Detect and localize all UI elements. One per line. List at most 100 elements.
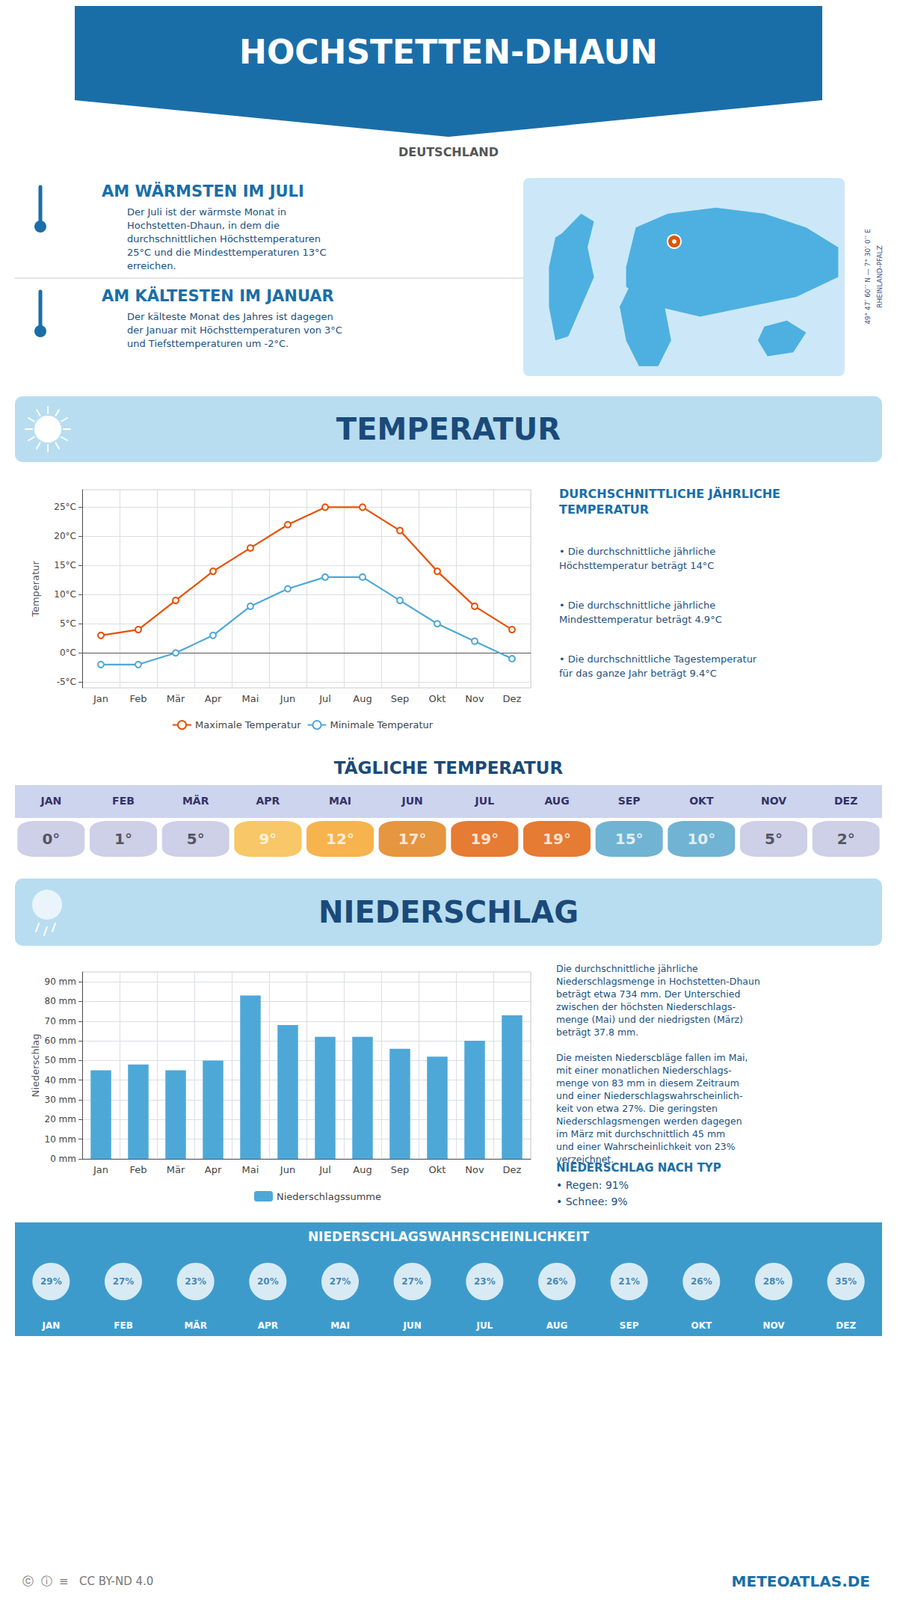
svg-text:DURCHSCHNITTLICHE JÄHRLICHE: DURCHSCHNITTLICHE JÄHRLICHE bbox=[559, 486, 781, 501]
svg-text:zwischen der höchsten Niedersc: zwischen der höchsten Niederschlags- bbox=[556, 1000, 736, 1013]
svg-text:29%: 29% bbox=[40, 1275, 63, 1287]
svg-text:TÄGLICHE TEMPERATUR: TÄGLICHE TEMPERATUR bbox=[334, 757, 564, 778]
svg-text:NIEDERSCHLAG: NIEDERSCHLAG bbox=[318, 894, 579, 930]
svg-text:Okt: Okt bbox=[429, 1163, 447, 1176]
svg-text:beträgt etwa 734 mm. Der Unter: beträgt etwa 734 mm. Der Unterschied bbox=[556, 988, 741, 1000]
svg-text:-5°C: -5°C bbox=[56, 676, 77, 687]
svg-text:DEZ: DEZ bbox=[835, 1320, 856, 1331]
svg-text:Mai: Mai bbox=[242, 692, 260, 705]
svg-text:5°: 5° bbox=[764, 829, 783, 848]
svg-text:26%: 26% bbox=[690, 1275, 713, 1287]
svg-text:MÄR: MÄR bbox=[182, 794, 210, 807]
svg-text:TEMPERATUR: TEMPERATUR bbox=[559, 502, 649, 517]
svg-text:15°C: 15°C bbox=[53, 559, 77, 571]
svg-text:19°: 19° bbox=[542, 829, 572, 848]
svg-text:0°: 0° bbox=[41, 829, 60, 848]
svg-text:MAI: MAI bbox=[330, 1320, 350, 1331]
svg-text:AM WÄRMSTEN IM JULI: AM WÄRMSTEN IM JULI bbox=[101, 181, 305, 201]
svg-text:AUG: AUG bbox=[546, 1320, 569, 1331]
svg-text:SEP: SEP bbox=[619, 1320, 640, 1331]
svg-text:5°C: 5°C bbox=[59, 618, 77, 629]
svg-text:DEUTSCHLAND: DEUTSCHLAND bbox=[398, 145, 499, 160]
svg-text:• Die durchschnittliche jährli: • Die durchschnittliche jährliche bbox=[559, 599, 716, 611]
svg-text:im März mit durchschnittlich 4: im März mit durchschnittlich 45 mm bbox=[556, 1127, 726, 1140]
svg-text:1°: 1° bbox=[114, 829, 133, 848]
svg-text:Jan: Jan bbox=[92, 1163, 109, 1176]
svg-text:20°C: 20°C bbox=[53, 530, 77, 542]
svg-text:und einer Niederschlagswahrsch: und einer Niederschlagswahrscheinlich- bbox=[556, 1089, 743, 1102]
svg-text:30 mm: 30 mm bbox=[44, 1094, 77, 1105]
svg-text:Mai: Mai bbox=[242, 1163, 260, 1176]
svg-text:23%: 23% bbox=[184, 1275, 207, 1287]
svg-text:JUL: JUL bbox=[474, 794, 495, 807]
svg-text:NIEDERSCHLAG NACH TYP: NIEDERSCHLAG NACH TYP bbox=[556, 1160, 722, 1175]
svg-text:Niederschlagssumme: Niederschlagssumme bbox=[276, 1190, 382, 1202]
svg-text:28%: 28% bbox=[763, 1275, 785, 1287]
svg-text:0 mm: 0 mm bbox=[50, 1153, 77, 1164]
svg-text:70 mm: 70 mm bbox=[44, 1015, 77, 1027]
svg-text:• Die durchschnittliche jährli: • Die durchschnittliche jährliche bbox=[559, 545, 716, 557]
svg-text:Apr: Apr bbox=[204, 1163, 223, 1176]
svg-text:beträgt 37.8 mm.: beträgt 37.8 mm. bbox=[556, 1026, 639, 1038]
svg-text:17°: 17° bbox=[398, 829, 427, 848]
svg-text:Hochstetten-Dhaun, in dem die: Hochstetten-Dhaun, in dem die bbox=[127, 219, 280, 231]
svg-text:Sep: Sep bbox=[390, 692, 410, 705]
svg-text:25°C: 25°C bbox=[53, 501, 77, 513]
svg-text:20 mm: 20 mm bbox=[44, 1113, 77, 1125]
svg-text:27%: 27% bbox=[329, 1275, 352, 1287]
svg-text:AUG: AUG bbox=[544, 794, 569, 807]
svg-text:NIEDERSCHLAGSWAHRSCHEINLICHKEI: NIEDERSCHLAGSWAHRSCHEINLICHKEIT bbox=[307, 1228, 590, 1244]
svg-text:Nov: Nov bbox=[464, 1163, 485, 1176]
svg-text:Die durchschnittliche jährlich: Die durchschnittliche jährliche bbox=[556, 962, 699, 974]
svg-text:Mär: Mär bbox=[166, 1163, 186, 1176]
svg-text:12°: 12° bbox=[325, 829, 355, 848]
svg-text:80 mm: 80 mm bbox=[44, 995, 77, 1007]
svg-text:Höchsttemperatur beträgt 14°C: Höchsttemperatur beträgt 14°C bbox=[559, 559, 714, 572]
svg-text:OKT: OKT bbox=[689, 794, 714, 807]
svg-text:Die meisten Niederscbläge fall: Die meisten Niederscbläge fallen im Mai, bbox=[556, 1051, 749, 1063]
svg-text:Jul: Jul bbox=[318, 692, 332, 705]
svg-text:Feb: Feb bbox=[129, 692, 147, 705]
svg-text:Okt: Okt bbox=[429, 692, 447, 705]
svg-text:60 mm: 60 mm bbox=[44, 1035, 77, 1046]
svg-text:DEZ: DEZ bbox=[834, 794, 858, 807]
svg-text:OKT: OKT bbox=[690, 1320, 713, 1331]
svg-text:• Die durchschnittliche Tagest: • Die durchschnittliche Tagestemperatur bbox=[559, 653, 758, 665]
svg-text:• Schnee: 9%: • Schnee: 9% bbox=[556, 1195, 628, 1208]
svg-text:APR: APR bbox=[255, 794, 280, 807]
svg-text:AM KÄLTESTEN IM JANUAR: AM KÄLTESTEN IM JANUAR bbox=[101, 286, 335, 305]
svg-text:23%: 23% bbox=[473, 1275, 496, 1287]
svg-text:keit von etwa 27%. Die gerings: keit von etwa 27%. Die geringsten bbox=[556, 1102, 718, 1114]
svg-text:Maximale Temperatur: Maximale Temperatur bbox=[195, 719, 302, 731]
svg-text:40 mm: 40 mm bbox=[44, 1074, 77, 1086]
svg-text:Jun: Jun bbox=[279, 1163, 296, 1176]
svg-text:JAN: JAN bbox=[41, 1320, 60, 1331]
svg-text:JUN: JUN bbox=[401, 794, 424, 807]
svg-text:Feb: Feb bbox=[129, 1163, 147, 1176]
svg-text:2°: 2° bbox=[837, 829, 856, 848]
svg-text:FEB: FEB bbox=[113, 1320, 134, 1331]
svg-text:und einer Wahrscheinlichkeit v: und einer Wahrscheinlichkeit von 23% bbox=[556, 1140, 736, 1152]
svg-text:NOV: NOV bbox=[762, 1320, 785, 1331]
svg-text:9°: 9° bbox=[258, 829, 277, 848]
svg-text:Mär: Mär bbox=[166, 692, 186, 705]
svg-text:mit einer monatlichen Niedersc: mit einer monatlichen Niederschlags- bbox=[556, 1064, 732, 1076]
svg-text:Der Juli ist der wärmste Monat: Der Juli ist der wärmste Monat in bbox=[127, 206, 287, 218]
svg-text:Sep: Sep bbox=[390, 1163, 410, 1176]
svg-text:Temperatur: Temperatur bbox=[29, 560, 42, 618]
svg-text:Jan: Jan bbox=[92, 692, 109, 705]
svg-text:Dez: Dez bbox=[503, 1163, 522, 1176]
svg-text:Jul: Jul bbox=[318, 1163, 332, 1176]
svg-text:21%: 21% bbox=[618, 1275, 640, 1287]
svg-text:der Januar mit Höchsttemperatu: der Januar mit Höchsttemperaturen von 3°… bbox=[127, 324, 343, 336]
svg-text:menge von 83 mm in diesem Zeit: menge von 83 mm in diesem Zeitraum bbox=[556, 1077, 740, 1089]
svg-text:Niederschlagsmenge in Hochstet: Niederschlagsmenge in Hochstetten-Dhaun bbox=[556, 975, 761, 987]
svg-text:15°: 15° bbox=[615, 829, 644, 848]
svg-text:JAN: JAN bbox=[39, 794, 62, 807]
svg-text:25°C und die Mindesttemperatur: 25°C und die Mindesttemperaturen 13°C bbox=[127, 246, 327, 258]
svg-text:Minimale Temperatur: Minimale Temperatur bbox=[329, 719, 433, 731]
svg-text:Mindesttemperatur beträgt 4.9°: Mindesttemperatur beträgt 4.9°C bbox=[559, 613, 723, 625]
svg-text:für das ganze Jahr beträgt 9.4: für das ganze Jahr beträgt 9.4°C bbox=[559, 667, 717, 679]
svg-text:Aug: Aug bbox=[352, 692, 372, 705]
svg-text:10°C: 10°C bbox=[53, 589, 77, 600]
